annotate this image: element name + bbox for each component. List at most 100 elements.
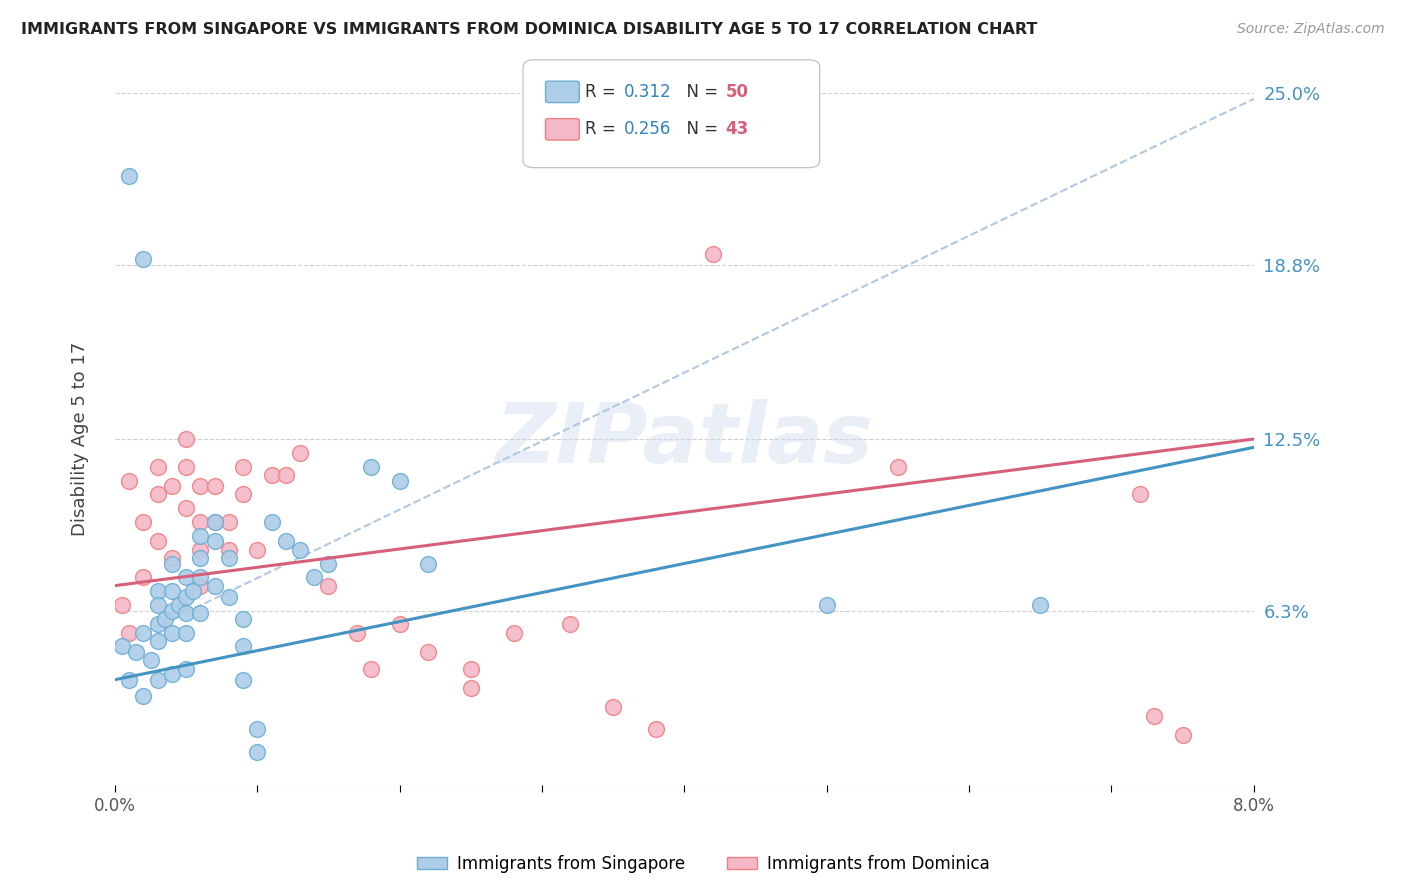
Point: [1143, 708, 1166, 723]
Point: [160, 551, 183, 566]
Point: [146, 459, 169, 474]
Point: [160, 603, 183, 617]
Text: 0.256: 0.256: [624, 120, 672, 138]
Point: [132, 252, 155, 267]
Point: [388, 617, 411, 632]
Point: [232, 487, 254, 501]
Point: [188, 529, 211, 543]
Point: [416, 557, 439, 571]
Point: [188, 515, 211, 529]
Point: [246, 542, 269, 557]
Point: [702, 246, 724, 260]
Point: [118, 169, 141, 184]
Point: [146, 534, 169, 549]
Point: [174, 662, 197, 676]
Point: [160, 584, 183, 599]
Text: 50: 50: [725, 83, 748, 101]
Point: [146, 584, 169, 599]
Point: [111, 640, 134, 654]
Point: [181, 584, 204, 599]
Point: [160, 625, 183, 640]
Point: [111, 598, 134, 612]
Point: [360, 662, 382, 676]
Point: [232, 459, 254, 474]
Point: [146, 634, 169, 648]
Point: [188, 542, 211, 557]
Point: [160, 479, 183, 493]
Point: [887, 459, 910, 474]
Point: [188, 570, 211, 584]
Point: [174, 625, 197, 640]
Point: [188, 579, 211, 593]
Point: [174, 501, 197, 516]
Point: [118, 474, 141, 488]
Point: [260, 515, 283, 529]
Point: [160, 667, 183, 681]
Point: [167, 598, 190, 612]
Point: [318, 579, 340, 593]
Point: [288, 446, 311, 460]
Point: [146, 673, 169, 687]
Point: [232, 673, 254, 687]
Text: 0.312: 0.312: [624, 83, 672, 101]
Point: [346, 625, 368, 640]
Point: [388, 474, 411, 488]
Point: [174, 607, 197, 621]
Text: 43: 43: [725, 120, 749, 138]
Point: [139, 653, 162, 667]
Point: [125, 645, 148, 659]
Point: [174, 432, 197, 446]
Point: [204, 534, 226, 549]
Point: [118, 673, 141, 687]
Point: [815, 598, 838, 612]
Point: [218, 551, 240, 566]
Point: [188, 479, 211, 493]
Text: R =: R =: [585, 83, 621, 101]
Point: [602, 700, 624, 714]
Point: [360, 459, 382, 474]
Point: [204, 479, 226, 493]
Point: [204, 579, 226, 593]
Point: [218, 515, 240, 529]
Point: [218, 542, 240, 557]
Text: ZIPatlas: ZIPatlas: [495, 399, 873, 480]
Point: [188, 551, 211, 566]
Point: [246, 723, 269, 737]
Point: [260, 468, 283, 483]
Point: [460, 681, 482, 695]
Point: [132, 690, 155, 704]
Point: [146, 487, 169, 501]
Point: [118, 625, 141, 640]
Point: [318, 557, 340, 571]
Y-axis label: Disability Age 5 to 17: Disability Age 5 to 17: [72, 342, 89, 536]
Point: [416, 645, 439, 659]
Point: [146, 617, 169, 632]
Point: [460, 662, 482, 676]
Point: [232, 612, 254, 626]
Point: [188, 607, 211, 621]
Point: [274, 468, 297, 483]
Point: [560, 617, 582, 632]
Point: [132, 570, 155, 584]
Point: [153, 612, 176, 626]
Point: [204, 515, 226, 529]
Point: [160, 557, 183, 571]
Point: [218, 590, 240, 604]
Point: [146, 598, 169, 612]
Text: Source: ZipAtlas.com: Source: ZipAtlas.com: [1237, 22, 1385, 37]
Point: [174, 590, 197, 604]
Point: [204, 515, 226, 529]
Point: [232, 640, 254, 654]
Point: [644, 723, 666, 737]
Text: IMMIGRANTS FROM SINGAPORE VS IMMIGRANTS FROM DOMINICA DISABILITY AGE 5 TO 17 COR: IMMIGRANTS FROM SINGAPORE VS IMMIGRANTS …: [21, 22, 1038, 37]
Legend: Immigrants from Singapore, Immigrants from Dominica: Immigrants from Singapore, Immigrants fr…: [411, 848, 995, 880]
Point: [274, 534, 297, 549]
Point: [132, 515, 155, 529]
Point: [502, 625, 524, 640]
Point: [288, 542, 311, 557]
Text: R =: R =: [585, 120, 621, 138]
Point: [302, 570, 325, 584]
Point: [246, 745, 269, 759]
Text: N =: N =: [676, 83, 724, 101]
Text: N =: N =: [676, 120, 724, 138]
